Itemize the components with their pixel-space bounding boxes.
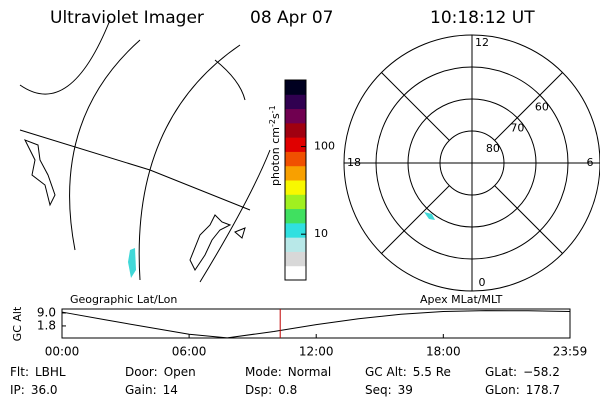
panel-label: Geographic Lat/Lon bbox=[70, 293, 177, 306]
y-tick-label: 1.8 bbox=[37, 318, 56, 332]
colorbar-step bbox=[285, 194, 306, 210]
mlt-label: 12 bbox=[475, 36, 489, 49]
colorbar-step bbox=[285, 80, 306, 95]
field-label: Mode: bbox=[245, 365, 282, 379]
colorbar-step bbox=[285, 122, 306, 138]
status-field: Mode: Normal bbox=[245, 365, 331, 379]
colorbar-frame bbox=[284, 79, 307, 281]
field-label: IP: bbox=[10, 383, 25, 397]
field-label: GC Alt: bbox=[365, 365, 407, 379]
field-label: Flt: bbox=[10, 365, 29, 379]
x-tick-label: 00:00 bbox=[45, 345, 80, 359]
colorbar-tick-label: 100 bbox=[314, 140, 335, 153]
unit-exponent: -1 bbox=[268, 105, 277, 113]
status-field: Door: Open bbox=[125, 365, 196, 379]
colorbar-step bbox=[285, 222, 306, 238]
mlat-label: 80 bbox=[486, 142, 500, 155]
colorbar-step bbox=[285, 251, 306, 267]
status-field: Flt: LBHL bbox=[10, 365, 66, 379]
colorbar-step bbox=[285, 165, 306, 181]
aurora-spot bbox=[424, 212, 435, 220]
status-field: GC Alt: 5.5 Re bbox=[365, 365, 451, 379]
unit: photon cm bbox=[269, 127, 282, 186]
mlt-label: 18 bbox=[347, 156, 361, 169]
colorbar-tick-label: 10 bbox=[314, 227, 328, 240]
status-field: Seq: 39 bbox=[365, 383, 413, 397]
meridian bbox=[138, 44, 241, 281]
parallel bbox=[19, 129, 251, 211]
date: 08 Apr 07 bbox=[250, 8, 333, 28]
colorbar-label: photon cm-2s-1 bbox=[268, 105, 283, 186]
colorbar-step bbox=[285, 265, 306, 281]
mlt-diagonal bbox=[381, 72, 450, 141]
time: 10:18:12 UT bbox=[430, 8, 535, 28]
coastline bbox=[189, 214, 232, 271]
meridian bbox=[214, 59, 246, 101]
y-axis-label: GC Alt bbox=[11, 306, 24, 341]
status-field: IP: 36.0 bbox=[10, 383, 58, 397]
colorbar-step bbox=[285, 180, 306, 195]
meridian bbox=[69, 39, 141, 251]
coastline bbox=[23, 139, 56, 207]
field-value: 178.7 bbox=[526, 383, 560, 397]
gc-alt-line bbox=[61, 310, 571, 339]
field-value: 36.0 bbox=[31, 383, 58, 397]
mlt-diagonal bbox=[494, 185, 563, 254]
mlt-diagonal bbox=[381, 185, 450, 254]
status-field: GLon: 178.7 bbox=[485, 383, 560, 397]
status-field: GLat: −58.2 bbox=[485, 365, 560, 379]
status-field: Gain: 14 bbox=[125, 383, 178, 397]
field-label: GLat: bbox=[485, 365, 517, 379]
meridian bbox=[19, 19, 111, 95]
field-value: Normal bbox=[288, 365, 331, 379]
field-label: Dsp: bbox=[245, 383, 272, 397]
coastline bbox=[234, 227, 246, 239]
mlt-diagonal bbox=[494, 72, 563, 141]
field-value: Open bbox=[164, 365, 196, 379]
y-tick-label: 9.0 bbox=[37, 305, 56, 319]
field-value: −58.2 bbox=[523, 365, 560, 379]
field-label: Door: bbox=[125, 365, 158, 379]
field-value: 0.8 bbox=[278, 383, 297, 397]
geographic-map bbox=[19, 19, 271, 283]
field-value: 14 bbox=[163, 383, 178, 397]
colorbar-step bbox=[285, 151, 306, 167]
title: Ultraviolet Imager bbox=[50, 8, 204, 28]
colorbar-step bbox=[285, 108, 306, 124]
unit-exponent: -2 bbox=[268, 119, 277, 127]
colorbar-step bbox=[285, 208, 306, 224]
colorbar-step bbox=[285, 237, 306, 252]
mlt-label: 6 bbox=[587, 156, 594, 169]
field-value: 5.5 Re bbox=[413, 365, 451, 379]
field-value: LBHL bbox=[35, 365, 66, 379]
field-label: Seq: bbox=[365, 383, 392, 397]
status-field: Dsp: 0.8 bbox=[245, 383, 297, 397]
mlat-label: 70 bbox=[510, 121, 524, 134]
x-tick-label: 18:00 bbox=[426, 345, 461, 359]
mlt-label: 0 bbox=[479, 276, 486, 289]
colorbar-step bbox=[285, 94, 306, 110]
x-tick-label: 23:59 bbox=[553, 345, 588, 359]
field-value: 39 bbox=[398, 383, 413, 397]
x-tick-label: 06:00 bbox=[172, 345, 207, 359]
colorbar-step bbox=[285, 137, 306, 152]
plot-frame bbox=[61, 308, 571, 339]
unit: s bbox=[269, 113, 282, 119]
field-label: GLon: bbox=[485, 383, 520, 397]
field-label: Gain: bbox=[125, 383, 157, 397]
panel-label: Apex MLat/MLT bbox=[420, 293, 503, 306]
meridian bbox=[199, 149, 271, 283]
x-tick-label: 12:00 bbox=[299, 345, 334, 359]
aurora-spot bbox=[128, 248, 136, 278]
mlat-label: 60 bbox=[535, 101, 549, 114]
